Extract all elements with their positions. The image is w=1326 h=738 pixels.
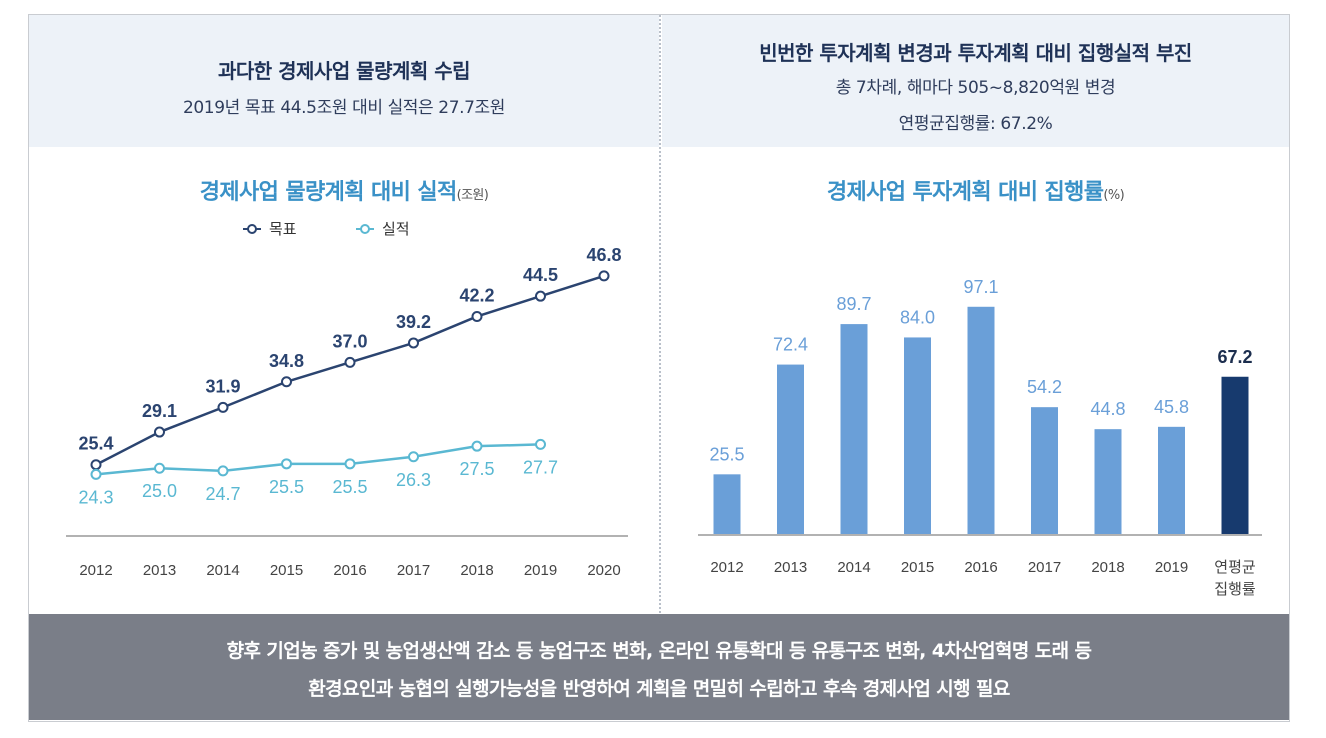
line-point-actual: [281, 458, 292, 470]
line-chart-title-text: 경제사업 물량계획 대비 실적: [199, 180, 457, 205]
line-data-label-target: 46.8: [586, 245, 621, 265]
bar-chart-title: 경제사업 투자계획 대비 집행률(%): [662, 174, 1289, 206]
bar-chart-x-tick-label: 집행률: [1214, 581, 1256, 598]
line-data-label-actual: 27.5: [459, 459, 494, 479]
line-point-target: [344, 356, 356, 368]
line-data-label-target: 44.5: [523, 265, 558, 285]
legend-actual-label: 실적: [382, 220, 410, 238]
bar: [840, 324, 868, 534]
line-chart-unit: (조원): [456, 188, 489, 203]
line-point-actual: [408, 451, 419, 463]
line-data-label-actual: 27.7: [523, 457, 558, 477]
line-point-actual: [90, 468, 102, 480]
line-point-actual: [154, 462, 165, 474]
line-data-label-actual: 24.3: [78, 487, 113, 507]
line-point-target: [408, 337, 419, 349]
bar-data-label: 89.7: [836, 294, 871, 314]
bar-average-rate: [1221, 376, 1249, 534]
line-data-label-target: 42.2: [459, 285, 494, 305]
line-chart-x-tick-label: 2018: [460, 562, 493, 579]
line-series-target: [95, 274, 605, 466]
line-data-label-actual: 24.7: [205, 484, 240, 504]
line-point-actual: [217, 465, 229, 477]
line-chart-x-tick-label: 2019: [524, 562, 557, 579]
line-data-label-target: 34.8: [269, 351, 304, 371]
line-data-label-actual: 26.3: [396, 470, 431, 490]
bar: [713, 474, 741, 534]
legend-target-swatch-marker: [247, 224, 257, 234]
line-data-label-target: 31.9: [205, 376, 240, 396]
footer-banner: 향후 기업농 증가 및 농업생산액 감소 등 농업구조 변화, 온라인 유통확대…: [29, 614, 1289, 720]
line-data-label-target: 29.1: [142, 401, 177, 421]
line-point-target: [535, 290, 546, 302]
line-data-label-actual: 25.5: [332, 477, 367, 497]
bar-data-label: 44.8: [1090, 399, 1125, 419]
line-data-label-actual: 25.0: [142, 481, 177, 501]
line-data-label-target: 25.4: [78, 434, 113, 454]
line-chart-title: 경제사업 물량계획 대비 실적(조원): [29, 174, 659, 206]
bar-data-label: 97.1: [963, 277, 998, 297]
bar-data-label: 54.2: [1027, 377, 1062, 397]
line-point-actual: [344, 458, 356, 470]
bar-data-label: 67.2: [1217, 347, 1252, 367]
bar-chart-x-tick-label: 2013: [774, 559, 807, 576]
line-point-target: [154, 426, 165, 438]
line-data-label-actual: 25.5: [269, 477, 304, 497]
bar-data-label: 84.0: [900, 307, 935, 327]
line-data-label-target: 37.0: [332, 331, 367, 351]
line-data-label-target: 39.2: [396, 312, 431, 332]
line-chart-x-tick-label: 2016: [333, 562, 366, 579]
bar: [1158, 426, 1185, 534]
bar: [967, 306, 995, 534]
line-point-actual: [471, 440, 483, 452]
line-point-target: [471, 310, 483, 322]
line-chart-x-tick-label: 2015: [270, 562, 303, 579]
panel-divider: [659, 15, 661, 613]
left-header-subtitle: 2019년 목표 44.5조원 대비 실적은 27.7조원: [182, 98, 506, 118]
bar: [1094, 429, 1122, 534]
line-chart-x-tick-label: 2017: [397, 562, 430, 579]
line-series-actual: [95, 443, 541, 476]
right-header-panel: 빈번한 투자계획 변경과 투자계획 대비 집행실적 부진 총 7차례, 해마다 …: [662, 15, 1289, 147]
line-chart-x-tick-label: 2014: [206, 562, 239, 579]
bar-chart-x-tick-label: 2017: [1028, 559, 1061, 576]
bar-chart-unit: (%): [1103, 188, 1125, 203]
bar-chart-x-tick-label: 연평균: [1214, 559, 1256, 576]
bar: [1031, 407, 1058, 534]
left-header-panel: 과다한 경제사업 물량계획 수립 2019년 목표 44.5조원 대비 실적은 …: [29, 15, 659, 147]
line-point-actual: [535, 438, 546, 450]
footer-line-1: 향후 기업농 증가 및 농업생산액 감소 등 농업구조 변화, 온라인 유통확대…: [226, 640, 1092, 662]
bar-data-label: 72.4: [773, 335, 808, 355]
bar-chart-x-tick-label: 2012: [710, 559, 743, 576]
bar: [777, 364, 804, 534]
bar-chart-x-tick-label: 2016: [964, 559, 997, 576]
bar-chart-x-tick-label: 2015: [901, 559, 934, 576]
bar-chart-x-tick-label: 2014: [837, 559, 870, 576]
footer-line-2: 환경요인과 농협의 실행가능성을 반영하여 계획을 면밀히 수립하고 후속 경제…: [308, 678, 1010, 700]
right-header-avg-rate: 연평균집행률: 67.2%: [898, 114, 1053, 134]
line-point-target: [90, 459, 102, 471]
line-chart-x-tick-label: 2012: [79, 562, 112, 579]
legend-target-label: 목표: [269, 220, 297, 238]
line-chart-x-tick-label: 2013: [143, 562, 176, 579]
bar-chart-title-text: 경제사업 투자계획 대비 집행률: [826, 180, 1104, 205]
bar-data-label: 25.5: [709, 444, 744, 464]
left-header-title: 과다한 경제사업 물량계획 수립: [217, 59, 471, 83]
bar-data-label: 45.8: [1154, 397, 1189, 417]
right-header-title: 빈번한 투자계획 변경과 투자계획 대비 집행실적 부진: [759, 41, 1192, 65]
bar-chart-x-tick-label: 2019: [1155, 559, 1188, 576]
bar-chart-x-tick-label: 2018: [1091, 559, 1124, 576]
line-chart-x-tick-label: 2020: [587, 562, 620, 579]
line-point-target: [217, 401, 229, 413]
line-point-target: [281, 376, 292, 388]
bar: [904, 337, 931, 534]
line-point-target: [598, 270, 610, 282]
right-header-change-count: 총 7차례, 해마다 505~8,820억원 변경: [835, 78, 1116, 98]
legend-actual-swatch-marker: [360, 224, 370, 234]
